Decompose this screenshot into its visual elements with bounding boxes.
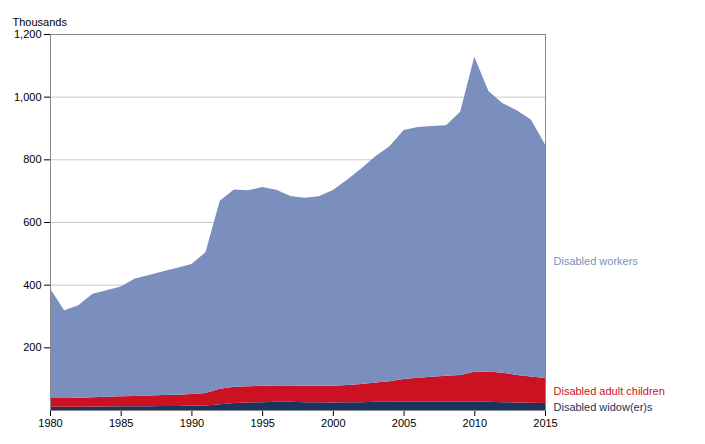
- svg-text:Disabled widow(er)s: Disabled widow(er)s: [554, 401, 654, 413]
- svg-text:Thousands: Thousands: [13, 16, 68, 28]
- svg-text:200: 200: [23, 341, 41, 353]
- svg-text:Disabled adult children: Disabled adult children: [554, 385, 665, 397]
- svg-text:Disabled workers: Disabled workers: [554, 255, 639, 267]
- svg-text:800: 800: [23, 153, 41, 165]
- svg-text:2010: 2010: [463, 417, 487, 429]
- svg-text:1,200: 1,200: [14, 28, 42, 40]
- svg-text:1990: 1990: [180, 417, 204, 429]
- svg-text:1,000: 1,000: [14, 91, 42, 103]
- svg-text:600: 600: [23, 216, 41, 228]
- svg-text:2005: 2005: [392, 417, 416, 429]
- svg-text:1980: 1980: [38, 417, 62, 429]
- svg-text:1985: 1985: [109, 417, 133, 429]
- svg-text:1995: 1995: [250, 417, 274, 429]
- svg-text:2015: 2015: [533, 417, 557, 429]
- svg-text:400: 400: [23, 279, 41, 291]
- svg-text:2000: 2000: [321, 417, 345, 429]
